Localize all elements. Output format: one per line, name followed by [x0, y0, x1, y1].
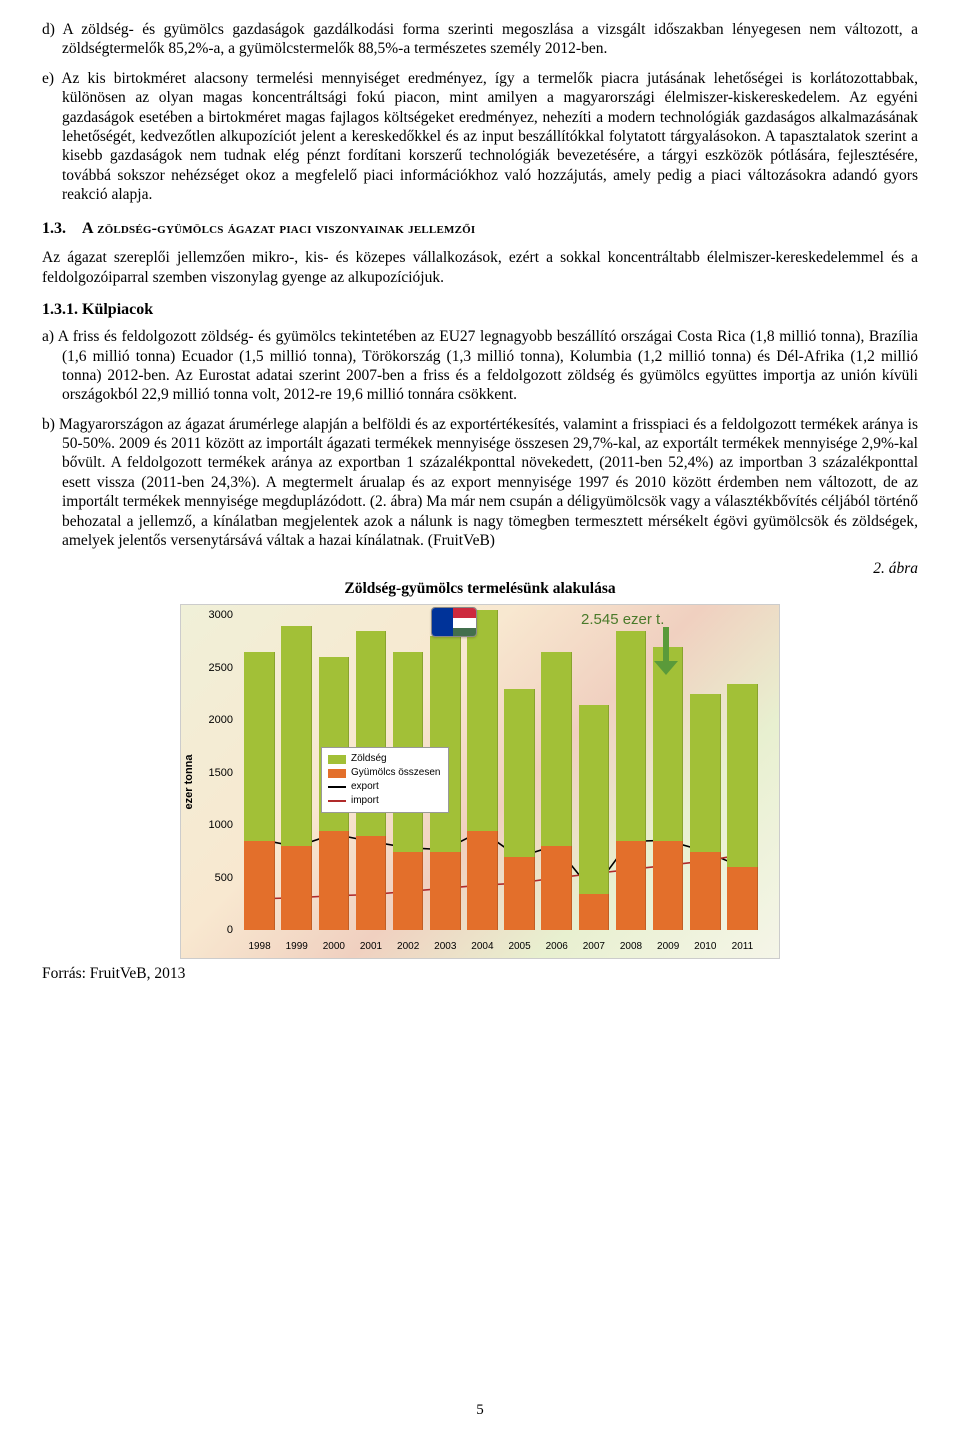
- x-tick-label: 2009: [657, 941, 679, 952]
- y-tick-label: 2000: [181, 714, 233, 726]
- y-tick-label: 3000: [181, 609, 233, 621]
- x-tick-label: 2001: [360, 941, 382, 952]
- bar-zoldseg: [430, 636, 460, 851]
- legend-item-gyumolcs: Gyümölcs összesen: [328, 766, 440, 780]
- bar-gyumolcs: [281, 846, 311, 930]
- bar-gyumolcs: [653, 841, 683, 930]
- bar-gyumolcs: [244, 841, 274, 930]
- bar-zoldseg: [579, 705, 609, 894]
- x-tick-label: 2007: [583, 941, 605, 952]
- x-tick-label: 2003: [434, 941, 456, 952]
- x-tick-label: 2011: [732, 941, 754, 952]
- bar-zoldseg: [504, 689, 534, 857]
- paragraph-a: a) A friss és feldolgozott zöldség- és g…: [42, 327, 918, 405]
- legend-item-zoldseg: Zöldség: [328, 752, 440, 766]
- legend: Zöldség Gyümölcs összesen export import: [321, 747, 449, 813]
- bar-gyumolcs: [319, 831, 349, 931]
- annotation-arrow-icon: [651, 627, 681, 677]
- legend-swatch-gyumolcs: [328, 769, 346, 778]
- bar-gyumolcs: [467, 831, 497, 931]
- x-tick-label: 2008: [620, 941, 642, 952]
- chart-annotation: 2.545 ezer t.: [581, 611, 664, 628]
- legend-label: import: [351, 794, 379, 808]
- legend-line-import: [328, 800, 346, 802]
- bar-gyumolcs: [690, 852, 720, 931]
- paragraph-after-1-3: Az ágazat szereplői jellemzően mikro-, k…: [42, 248, 918, 287]
- heading-1-3: 1.3. A zöldség-gyümölcs ágazat piaci vis…: [42, 220, 918, 238]
- y-axis-title: ezer tonna: [183, 754, 195, 809]
- heading-1-3-1: 1.3.1. Külpiacok: [42, 301, 918, 319]
- chart-container: ezer tonna 2.545 ezer t. Zöldség Gyümölc…: [180, 604, 780, 959]
- x-tick-label: 2005: [508, 941, 530, 952]
- x-tick-label: 2004: [471, 941, 493, 952]
- legend-swatch-zoldseg: [328, 755, 346, 764]
- chart: ezer tonna 2.545 ezer t. Zöldség Gyümölc…: [180, 604, 780, 959]
- bar-zoldseg: [244, 652, 274, 841]
- y-tick-label: 1000: [181, 819, 233, 831]
- paragraph-e: e) Az kis birtokméret alacsony termelési…: [42, 69, 918, 205]
- figure-source: Forrás: FruitVeB, 2013: [42, 965, 918, 983]
- x-tick-label: 2010: [694, 941, 716, 952]
- bar-gyumolcs: [541, 846, 571, 930]
- y-tick-label: 0: [181, 924, 233, 936]
- legend-label: Gyümölcs összesen: [351, 766, 440, 780]
- x-tick-label: 2006: [546, 941, 568, 952]
- bar-gyumolcs: [579, 894, 609, 931]
- legend-line-export: [328, 786, 346, 788]
- page-number: 5: [0, 1402, 960, 1419]
- bar-zoldseg: [690, 694, 720, 852]
- bar-gyumolcs: [430, 852, 460, 931]
- legend-label: export: [351, 780, 379, 794]
- legend-item-import: import: [328, 794, 440, 808]
- plot-area: [241, 615, 759, 928]
- y-tick-label: 500: [181, 872, 233, 884]
- x-tick-label: 1999: [286, 941, 308, 952]
- bar-zoldseg: [467, 610, 497, 831]
- paragraph-d: d) A zöldség- és gyümölcs gazdaságok gaz…: [42, 20, 918, 59]
- figure-title: Zöldség-gyümölcs termelésünk alakulása: [42, 580, 918, 598]
- bar-gyumolcs: [504, 857, 534, 931]
- legend-label: Zöldség: [351, 752, 387, 766]
- x-tick-label: 2000: [323, 941, 345, 952]
- bar-zoldseg: [616, 631, 646, 841]
- bar-gyumolcs: [356, 836, 386, 931]
- heading-1-3-title: A zöldség-gyümölcs ágazat piaci viszonya…: [82, 220, 475, 237]
- legend-item-export: export: [328, 780, 440, 794]
- x-tick-label: 1998: [248, 941, 270, 952]
- bar-gyumolcs: [727, 867, 757, 930]
- y-tick-label: 2500: [181, 662, 233, 674]
- bar-gyumolcs: [616, 841, 646, 930]
- eu-hu-flag-icon: [431, 607, 477, 637]
- figure-label: 2. ábra: [42, 560, 918, 578]
- bar-zoldseg: [541, 652, 571, 846]
- y-tick-label: 1500: [181, 767, 233, 779]
- heading-1-3-number: 1.3.: [42, 220, 66, 237]
- bar-zoldseg: [727, 684, 757, 868]
- bar-zoldseg: [281, 626, 311, 847]
- x-tick-label: 2002: [397, 941, 419, 952]
- paragraph-b: b) Magyarországon az ágazat árumérlege a…: [42, 415, 918, 551]
- bar-gyumolcs: [393, 852, 423, 931]
